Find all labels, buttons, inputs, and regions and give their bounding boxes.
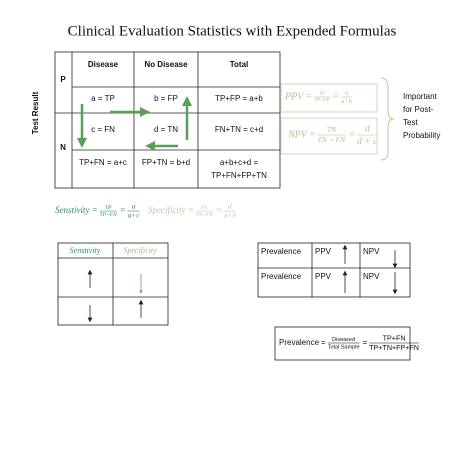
numerator: TP+FN	[383, 335, 406, 343]
denominator: TN+FP	[196, 212, 214, 218]
denominator: TP+TN+FP+FN	[369, 344, 419, 352]
col-header: No Disease	[144, 60, 188, 69]
cell: TP+FP = a+b	[215, 94, 263, 103]
numerator: TN	[327, 125, 337, 134]
row-label: N	[60, 143, 66, 152]
col-header: Senstivity	[70, 246, 101, 255]
brace	[380, 77, 395, 161]
npv-box	[280, 117, 378, 155]
cell: NPV	[363, 272, 380, 281]
denominator: Total Sample	[328, 344, 360, 350]
formula-name: Senstivity	[55, 205, 90, 215]
formula-name: NPV	[287, 129, 309, 140]
formula-eq: =	[363, 338, 368, 347]
formula-eq: =	[92, 205, 98, 215]
cell: Prevalence	[261, 247, 302, 256]
cell: c = FN	[91, 125, 115, 134]
numerator: d	[365, 123, 370, 134]
prevalence-box	[274, 326, 411, 361]
prevalence-table	[257, 242, 411, 298]
formula-eq: =	[216, 205, 222, 215]
formula-eq: =	[321, 338, 326, 347]
cell: TP+FN = a+c	[79, 158, 127, 167]
cell: TP+FN+FP+TN	[211, 171, 267, 180]
cell: b = FP	[154, 94, 178, 103]
col-header: Total	[230, 60, 249, 69]
formula-eq: =	[348, 129, 355, 140]
cell: NPV	[363, 247, 380, 256]
cell: FP+TN = b+d	[142, 158, 190, 167]
note: Important	[403, 92, 438, 101]
denominator: d + c	[357, 136, 378, 147]
denominator: TP+FN	[100, 212, 117, 218]
formula-eq: =	[309, 129, 316, 140]
formula-eq: =	[120, 205, 126, 215]
formula-eq: =	[305, 91, 312, 102]
numerator: d	[228, 202, 232, 210]
contingency-table	[54, 51, 281, 189]
numerator: TN	[201, 205, 208, 211]
note: Test	[403, 118, 418, 127]
cell: FN+TN = c+d	[215, 125, 263, 134]
sens-spec-table	[57, 242, 169, 326]
note: Probability	[403, 131, 440, 140]
cell: a+b+c+d =	[220, 158, 259, 167]
col-header: Disease	[88, 60, 119, 69]
formula-eq: =	[332, 91, 339, 102]
formula-name: PPV	[284, 91, 305, 102]
cell: a = TP	[91, 94, 115, 103]
ppv-box	[280, 83, 378, 113]
cell: Prevalence	[261, 272, 302, 281]
title: Clinical Evaluation Statistics with Expe…	[68, 23, 397, 39]
numerator: a	[132, 202, 136, 210]
cell: d = TN	[154, 125, 178, 134]
col-header: Specificity	[123, 246, 157, 255]
formula-name: Specificity	[148, 205, 185, 215]
denominator: TP+FP	[314, 99, 329, 104]
row-label: P	[60, 75, 66, 84]
denominator: a+b	[341, 98, 353, 105]
numerator: TP	[105, 205, 112, 211]
side-label: Test Result	[31, 91, 40, 134]
formula-eq: =	[187, 205, 193, 215]
numerator: Diseased	[332, 337, 355, 343]
formula-name: Prevalence	[279, 338, 320, 347]
denominator: a+c	[128, 212, 140, 220]
cell: PPV	[315, 272, 332, 281]
cell: PPV	[315, 247, 332, 256]
denominator: d+b	[224, 212, 236, 220]
numerator: TP	[319, 92, 325, 97]
denominator: TN + FN	[318, 135, 347, 144]
note: for Post-	[403, 105, 434, 114]
numerator: a	[345, 90, 348, 97]
